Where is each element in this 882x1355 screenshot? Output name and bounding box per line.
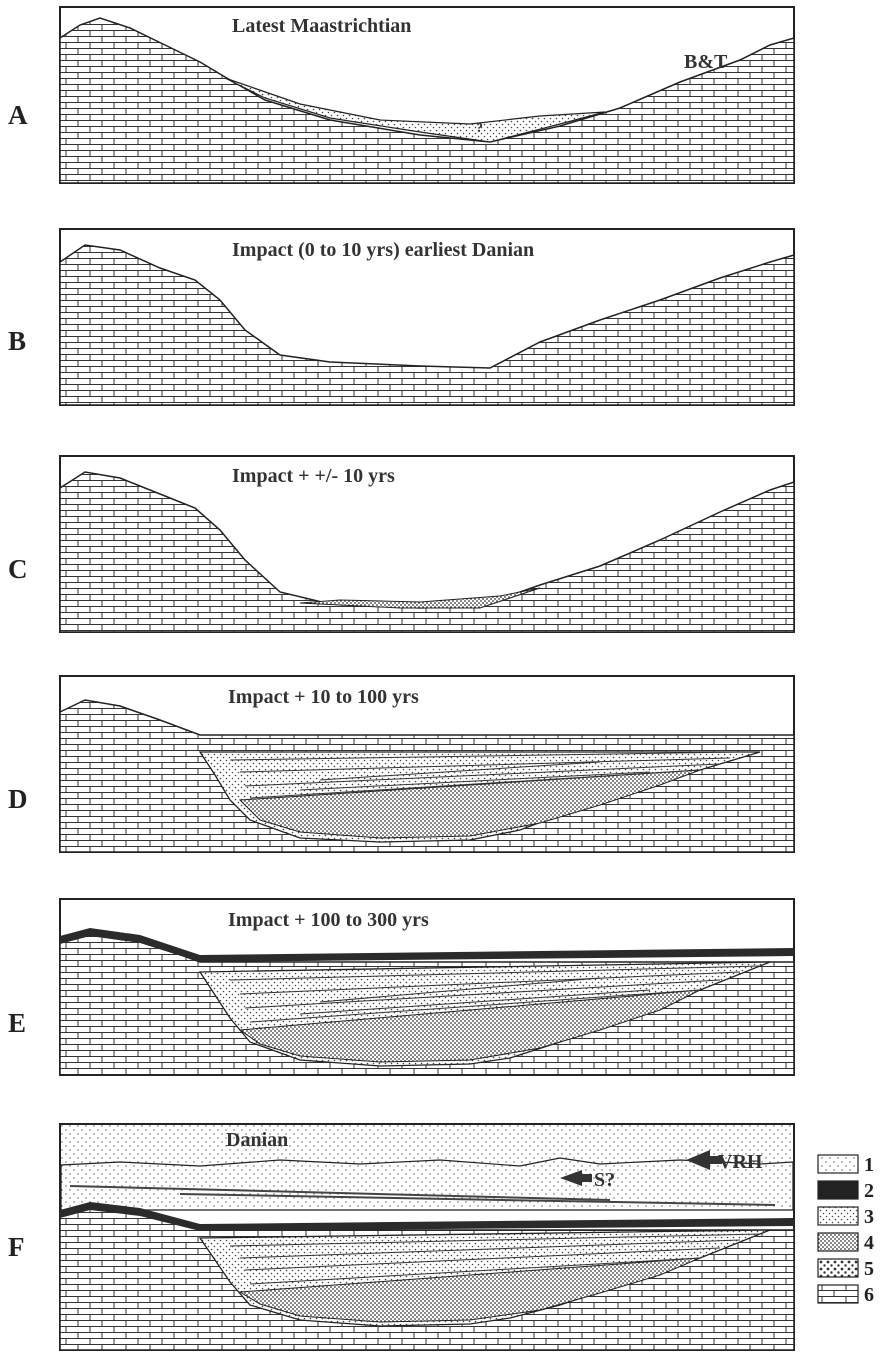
- danian-cover-upper: [61, 1125, 793, 1165]
- iridium-clay-layer: [60, 1202, 794, 1231]
- panel-c: Impact + +/- 10 yrs C: [8, 455, 795, 633]
- legend-number: 3: [864, 1206, 874, 1228]
- panel-e: Impact + 100 to 300 yrs E: [8, 898, 795, 1076]
- s-label: S?: [594, 1169, 615, 1191]
- danian-cover-lower: [60, 1157, 794, 1211]
- s-arrow: [560, 1170, 592, 1186]
- limestone-substrate: [59, 244, 795, 406]
- legend-item-6: 6: [817, 1284, 874, 1306]
- legend: 1 2 3 4 5 6: [817, 1154, 874, 1306]
- legend-item-1: 1: [817, 1154, 874, 1176]
- vrh-label: VRH: [718, 1151, 763, 1173]
- legend-item-2: 2: [817, 1180, 874, 1202]
- channel-layer-dense: [238, 769, 701, 839]
- panel-d: Impact + 10 to 100 yrs D: [8, 675, 795, 853]
- channel-layer-dense: [238, 1257, 701, 1323]
- legend-swatch: [817, 1284, 859, 1304]
- row-letter: A: [8, 100, 28, 130]
- legend-swatch: [817, 1154, 859, 1174]
- panel-title: Impact + 100 to 300 yrs: [228, 909, 429, 931]
- legend-item-4: 4: [817, 1232, 874, 1254]
- legend-swatch: [817, 1232, 859, 1252]
- cross-bedding: [229, 965, 761, 1023]
- panel-title: Impact + 10 to 100 yrs: [228, 686, 419, 708]
- legend-number: 6: [864, 1284, 874, 1306]
- panel-title: Danian: [226, 1129, 288, 1151]
- legend-number: 2: [864, 1180, 874, 1202]
- marker-beds: [69, 1185, 776, 1206]
- legend-number: 1: [864, 1154, 874, 1176]
- legend-item-3: 3: [817, 1206, 874, 1228]
- legend-swatch: [817, 1258, 859, 1278]
- question-mark: ?: [476, 121, 483, 136]
- panel-a: Latest Maastrichtian B&T ? A: [8, 6, 795, 184]
- row-letter: C: [8, 554, 28, 584]
- basin-sand-fill: [224, 77, 606, 143]
- panel-title: Impact (0 to 10 yrs) earliest Danian: [232, 239, 534, 261]
- impact-breccia-layer: [299, 587, 541, 609]
- legend-item-5: 5: [817, 1258, 874, 1280]
- row-letter: E: [8, 1008, 26, 1038]
- legend-swatch: [817, 1180, 859, 1200]
- legend-swatch: [817, 1206, 859, 1226]
- legend-number: 5: [864, 1258, 874, 1280]
- panel-title: Latest Maastrichtian: [232, 15, 411, 37]
- limestone-substrate: [59, 17, 795, 184]
- row-letter: F: [8, 1232, 25, 1262]
- panel-f: VRH S? Danian F: [8, 1123, 795, 1351]
- row-letter: B: [8, 326, 26, 356]
- row-letter: D: [8, 784, 28, 814]
- iridium-clay-layer: [60, 928, 794, 962]
- cross-bedding: [229, 751, 741, 799]
- vrh-arrow: [686, 1150, 722, 1170]
- legend-number: 4: [864, 1232, 874, 1254]
- cross-bedding: [229, 1233, 761, 1285]
- channel-layer-dense: [238, 989, 701, 1063]
- bt-label: B&T: [684, 51, 728, 73]
- panel-title: Impact + +/- 10 yrs: [232, 465, 395, 487]
- panel-b: Impact (0 to 10 yrs) earliest Danian B: [8, 228, 795, 406]
